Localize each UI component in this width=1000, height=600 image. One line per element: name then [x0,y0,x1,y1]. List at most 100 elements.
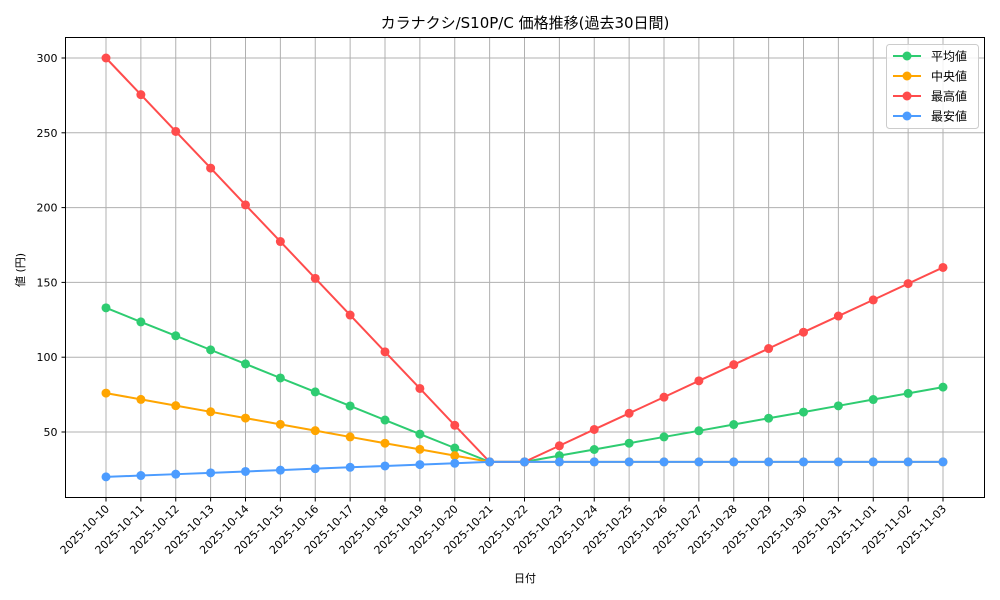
y-tick-label: 150 [37,276,58,289]
legend-label: 最高値 [931,89,967,104]
data-point [206,163,216,173]
data-point [868,457,878,467]
data-point [659,392,669,402]
data-point [624,408,634,418]
data-point [380,461,390,471]
data-point [903,279,913,289]
data-point [101,53,111,63]
data-point [554,451,564,461]
data-point [764,344,774,354]
legend-marker-icon [902,91,912,101]
legend-box [886,44,979,129]
data-point [345,432,355,442]
data-point [729,360,739,370]
grid-lines [65,37,985,498]
data-point [520,457,529,467]
data-point [799,457,808,467]
data-point [380,415,390,425]
data-point [589,424,599,434]
data-point [206,345,216,355]
data-point [241,359,250,369]
data-point [833,311,843,321]
data-point [345,401,355,411]
data-point [101,388,111,398]
data-point [171,469,181,479]
data-point [310,273,320,283]
data-point [171,331,181,341]
data-point [345,462,355,472]
x-axis-label: 日付 [514,572,536,585]
data-point [136,394,146,404]
data-point [868,295,878,305]
data-point [450,420,460,430]
data-point [101,303,111,313]
data-point [171,126,181,136]
data-point [415,444,425,454]
y-tick-label: 200 [37,202,58,215]
data-point [275,419,285,429]
data-point [624,438,634,448]
data-point [729,457,739,467]
y-tick-label: 300 [37,52,58,65]
data-point [554,441,564,451]
data-point [275,237,285,247]
data-point [136,90,146,100]
data-point [799,327,808,337]
data-point [275,465,285,475]
data-point [380,347,390,357]
data-point [589,445,599,455]
data-point [450,451,460,461]
data-point [415,429,425,439]
data-point [659,457,669,467]
chart-title: カラナクシ/S10P/C 価格推移(過去30日間) [381,14,670,32]
legend-marker-icon [902,51,912,61]
data-point [694,457,704,467]
data-point [415,383,425,393]
data-point [659,432,669,442]
data-point [903,457,913,467]
data-point [938,262,948,272]
data-point [938,382,948,392]
y-tick-label: 50 [44,426,58,439]
data-point [589,457,599,467]
data-point [729,420,739,430]
data-point [764,413,774,423]
data-point [171,401,181,411]
data-point [554,457,564,467]
y-tick-label: 100 [37,351,58,364]
data-point [694,426,704,436]
data-point [485,457,495,467]
data-point [450,458,460,468]
y-axis-label: 値 (円) [14,253,27,287]
x-axis-ticks: 2025-10-102025-10-112025-10-122025-10-13… [58,497,949,557]
data-point [241,413,250,423]
data-point [206,468,216,478]
legend-marker-icon [902,111,912,121]
series-最安値 [101,457,948,482]
data-point [136,317,146,327]
data-point [136,471,146,481]
y-tick-label: 250 [37,127,58,140]
legend-label: 平均値 [931,49,967,64]
data-point [764,457,774,467]
data-point [833,401,843,411]
data-series [101,53,948,482]
data-point [380,438,390,448]
y-axis-ticks: 50 100 150 200 250 300 [37,52,66,439]
data-point [799,407,808,417]
data-point [310,426,320,436]
data-point [310,464,320,474]
data-point [624,457,634,467]
data-point [241,466,250,476]
data-point [415,460,425,470]
data-point [868,395,878,405]
data-point [938,457,948,467]
data-point [694,376,704,386]
data-point [206,407,216,417]
data-point [833,457,843,467]
data-point [903,388,913,398]
legend-label: 中央値 [931,69,967,84]
data-point [345,310,355,320]
data-point [241,200,250,210]
